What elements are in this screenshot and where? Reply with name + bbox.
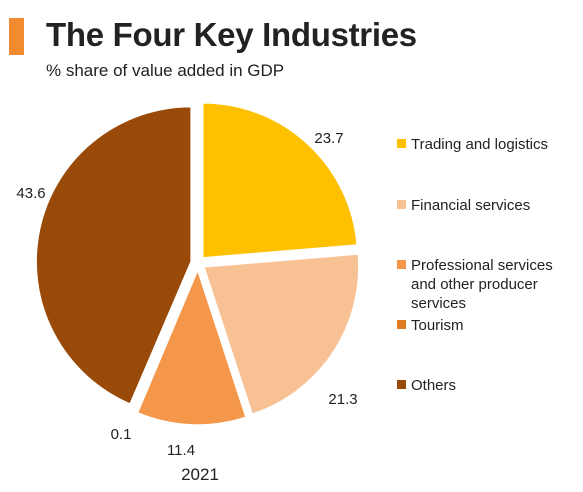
legend-swatch — [397, 139, 406, 148]
year-caption: 2021 — [181, 465, 219, 484]
pie-slices — [35, 102, 360, 426]
data-label-tourism: 0.1 — [111, 426, 132, 443]
pie-slice-financial-services — [202, 253, 360, 416]
chart-title: The Four Key Industries — [46, 16, 417, 53]
data-label-trading-and-logistics: 23.7 — [314, 130, 343, 147]
legend-item-professional-services-and-other-producer-services: Professional services and other producer… — [397, 256, 581, 313]
legend-item-tourism: Tourism — [397, 316, 581, 335]
legend-item-trading-and-logistics: Trading and logistics — [397, 135, 581, 154]
legend-item-others: Others — [397, 376, 581, 395]
data-label-professional-services-and-other-producer-services: 11.4 — [167, 442, 195, 459]
legend-label: Others — [411, 377, 457, 394]
legend-swatch — [397, 260, 406, 269]
chart-subtitle: % share of value added in GDP — [46, 61, 285, 80]
legend-label: Professional services and other producer… — [411, 257, 553, 312]
legend-item-financial-services: Financial services — [397, 196, 581, 215]
legend-label: Trading and logistics — [411, 136, 549, 153]
legend-swatch — [397, 200, 406, 209]
pie-slice-others — [35, 105, 192, 406]
data-label-others: 43.6 — [16, 185, 45, 202]
legend-label: Tourism — [411, 317, 464, 334]
data-label-financial-services: 21.3 — [328, 391, 357, 408]
pie-slice-trading-and-logistics — [201, 102, 359, 259]
legend-label: Financial services — [411, 197, 531, 214]
legend-swatch — [397, 320, 406, 329]
legend-swatch — [397, 380, 406, 389]
pie-slice-professional-services-and-other-producer-services — [136, 267, 247, 426]
title-accent-bar — [9, 18, 24, 55]
pie-data-labels: 23.7 21.3 11.4 0.1 43.6 — [16, 130, 357, 459]
pie-slice-tourism — [133, 269, 196, 414]
